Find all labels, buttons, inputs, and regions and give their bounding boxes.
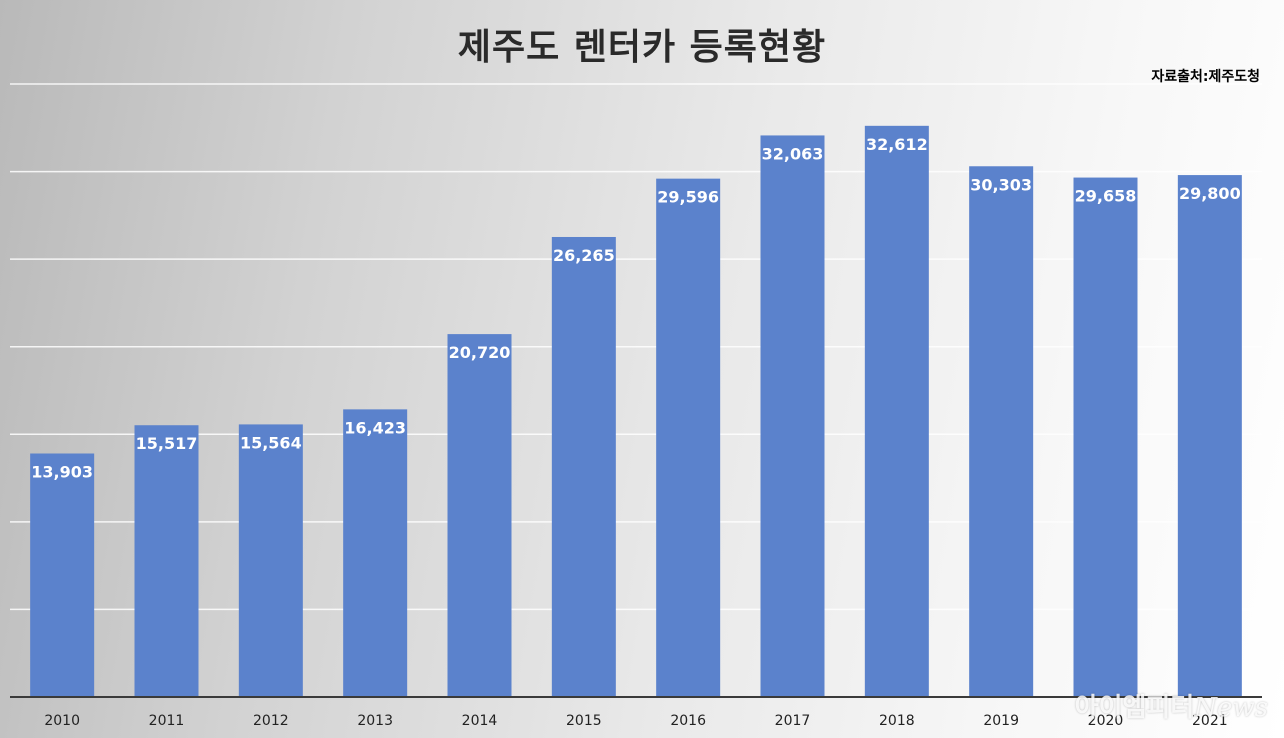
data-label-2020: 29,658: [1075, 187, 1137, 206]
bar-2021: [1177, 175, 1242, 697]
data-label-2011: 15,517: [136, 434, 198, 453]
bar-2020: [1073, 177, 1138, 698]
data-label-2012: 15,564: [240, 433, 302, 452]
watermark-korean: 아이엠피터: [1074, 693, 1195, 723]
data-label-2013: 16,423: [344, 418, 406, 437]
x-tick-2016: 2016: [670, 713, 706, 729]
data-label-2010: 13,903: [31, 462, 93, 481]
bar-2011: [134, 425, 199, 697]
x-tick-2010: 2010: [44, 713, 80, 729]
x-tick-2014: 2014: [462, 713, 498, 729]
data-label-2017: 32,063: [762, 144, 824, 163]
bar-2012: [238, 424, 303, 697]
data-labels: 13,903 15,517 15,564 16,423 20,720 26,265 29,5…: [31, 135, 1240, 482]
bar-2013: [343, 409, 408, 697]
gridlines: [10, 83, 1262, 611]
bar-2017: [760, 135, 825, 697]
x-tick-2011: 2011: [149, 713, 185, 729]
data-label-2016: 29,596: [657, 188, 719, 207]
bar-2016: [656, 178, 721, 697]
source-note: 자료출처:제주도청: [1151, 69, 1260, 85]
x-tick-2015: 2015: [566, 713, 602, 729]
x-tick-2018: 2018: [879, 713, 915, 729]
data-label-2021: 29,800: [1179, 184, 1241, 203]
bar-2014: [447, 334, 512, 697]
x-tick-2013: 2013: [357, 713, 393, 729]
chart-title: 제주도 렌터카 등록현황: [457, 27, 827, 68]
data-label-2018: 32,612: [866, 135, 928, 154]
x-tick-2020: 2020: [1088, 713, 1124, 729]
watermark: 아이엠피터News: [1075, 687, 1268, 724]
bars: [30, 125, 1242, 698]
watermark-latin: News: [1194, 693, 1268, 723]
bar-2018: [864, 125, 929, 698]
x-tick-2019: 2019: [983, 713, 1019, 729]
x-tick-2017: 2017: [775, 713, 811, 729]
data-label-2015: 26,265: [553, 246, 615, 265]
bar-2010: [30, 453, 95, 697]
x-tick-2021: 2021: [1192, 713, 1228, 729]
data-label-2014: 20,720: [449, 343, 511, 362]
bar-2019: [969, 166, 1034, 698]
x-tick-labels: 2010 2011 2012 2013 2014 2015 2016 2017 2018 2019…: [44, 713, 1227, 729]
bar-2015: [551, 236, 616, 697]
data-label-2019: 30,303: [970, 175, 1032, 194]
x-tick-2012: 2012: [253, 713, 289, 729]
